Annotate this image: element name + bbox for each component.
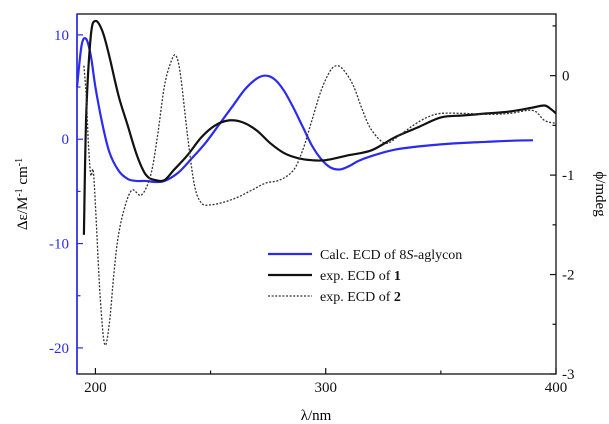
x-tick-label: 400 <box>545 380 568 396</box>
y-left-title-part: cm <box>15 166 31 188</box>
series-line-0 <box>75 37 534 184</box>
plot-frame <box>76 13 557 375</box>
legend-label-part: exp. ECD of <box>320 290 394 305</box>
y-left-title-part: Δε/M <box>15 197 31 230</box>
x-tick-label: 200 <box>84 380 107 396</box>
legend-label: exp. ECD of 2 <box>320 290 401 305</box>
legend-label-part: -aglycon <box>413 248 462 263</box>
legend-label-part: S <box>406 248 413 263</box>
legend-label-part: exp. ECD of <box>320 269 394 284</box>
series-line-2 <box>83 54 557 346</box>
y-left-title-part: -1 <box>14 188 25 196</box>
y-left-tick-label: 0 <box>62 132 70 148</box>
legend-label: exp. ECD of 1 <box>320 269 401 284</box>
series-layer <box>75 19 557 346</box>
y-left-axis-title: Δε/M-1 cm-1 <box>14 158 32 230</box>
y-left-title-part: -1 <box>14 158 25 166</box>
y-right-tick-label: -2 <box>562 268 575 284</box>
y-right-tick-label: 0 <box>562 69 570 85</box>
legend-label-part: Calc. ECD of 8 <box>320 248 406 263</box>
y-left-tick-label: 10 <box>54 28 69 44</box>
y-right-tick-label: -3 <box>562 367 575 383</box>
legend-label-part: 1 <box>394 269 401 284</box>
legend-label-part: 2 <box>394 290 401 305</box>
y-right-axis-title: ϕ/mdeg <box>592 171 608 217</box>
y-left-tick-label: -20 <box>49 341 69 357</box>
y-left-tick-label: -10 <box>49 237 69 253</box>
x-axis-title: λ/nm <box>301 408 332 424</box>
x-tick-label: 300 <box>314 380 337 396</box>
series-line-1 <box>82 19 557 235</box>
legend-label: Calc. ECD of 8S-aglycon <box>320 248 462 263</box>
y-right-tick-label: -1 <box>562 168 575 184</box>
